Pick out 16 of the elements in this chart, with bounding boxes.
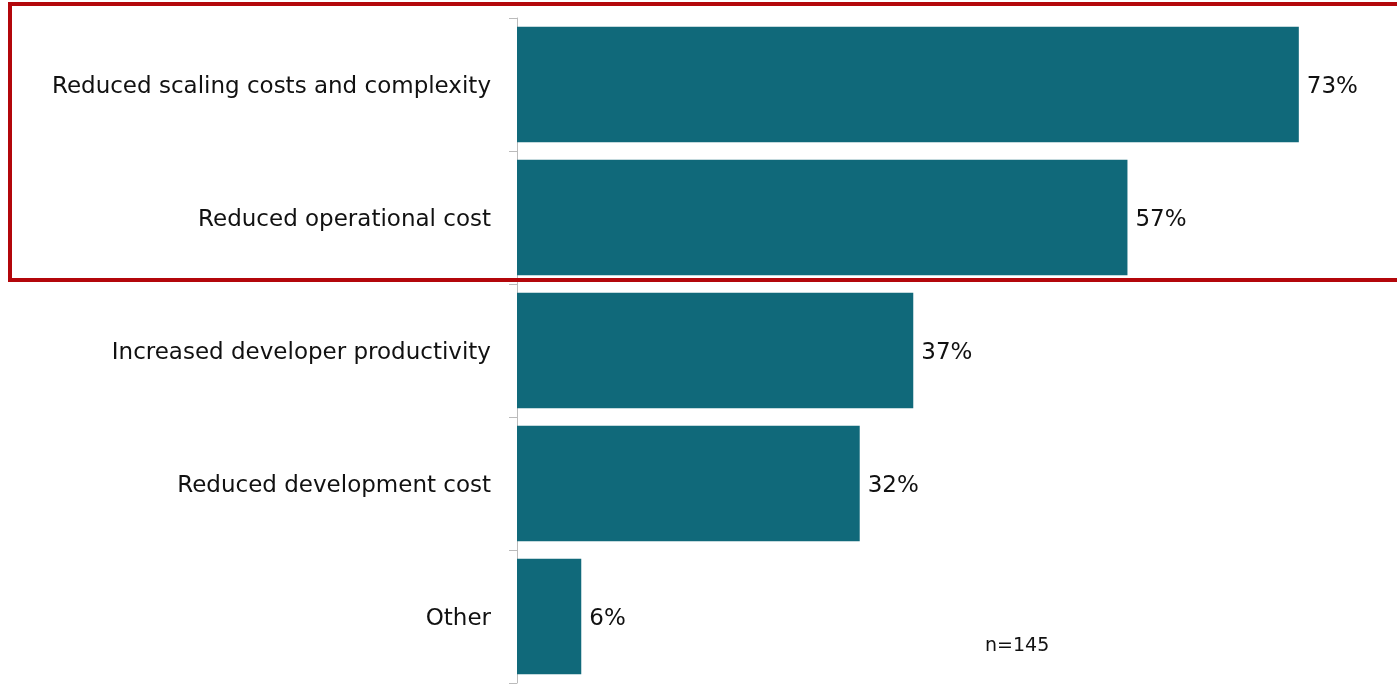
bar: [517, 26, 1299, 143]
annotation: n=145: [985, 632, 1050, 655]
bar: [517, 558, 582, 675]
y-tick-label: Reduced scaling costs and complexity: [51, 71, 491, 98]
data-label: 6%: [589, 603, 626, 630]
y-tick-label: Reduced development cost: [177, 470, 491, 497]
bar: [517, 292, 914, 409]
y-tick-label: Increased developer productivity: [111, 337, 491, 364]
bar: [517, 425, 860, 542]
bar: [517, 159, 1128, 276]
data-label: 37%: [921, 337, 973, 364]
data-label: 57%: [1135, 204, 1187, 231]
data-label: 32%: [867, 470, 919, 497]
y-tick-label: Reduced operational cost: [198, 204, 491, 231]
data-label: 73%: [1306, 71, 1358, 98]
y-tick-label: Other: [425, 603, 492, 630]
